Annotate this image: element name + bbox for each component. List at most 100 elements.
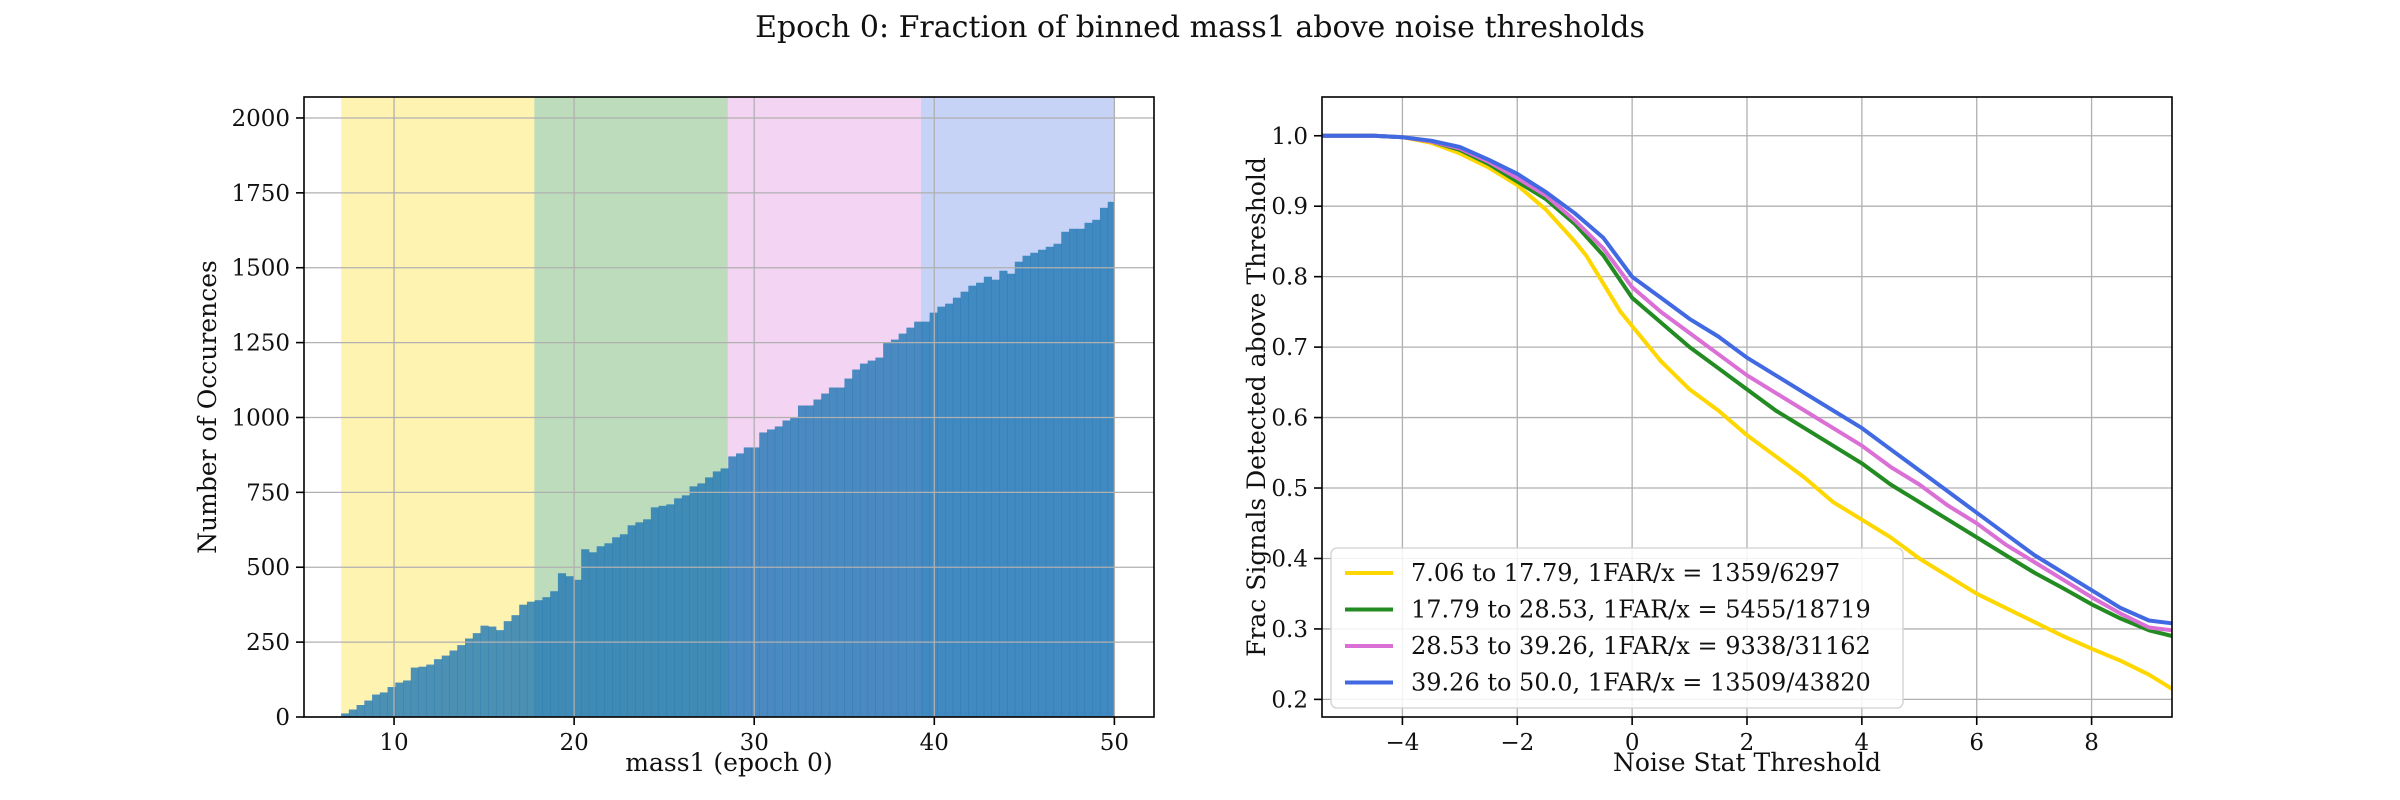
series-line-4: [1322, 133, 2173, 626]
histogram-bar: [488, 626, 497, 717]
histogram-bar: [728, 456, 737, 717]
histogram-bar: [472, 633, 481, 717]
histogram-bar: [1053, 243, 1062, 717]
x-tick-label: −4: [1385, 730, 1419, 756]
histogram-bar: [821, 393, 830, 717]
histogram-bar: [441, 655, 450, 717]
x-axis-label: mass1 (epoch 0): [625, 748, 832, 777]
histogram-bar: [542, 597, 551, 717]
x-tick-label: 0: [1625, 730, 1640, 756]
histogram-bar: [1045, 246, 1054, 717]
mass-band-1: [341, 97, 535, 717]
y-tick-label: 1000: [231, 405, 290, 431]
histogram-bar: [581, 549, 590, 717]
histogram-bar: [348, 709, 357, 717]
histogram-bar: [859, 363, 869, 717]
histogram-bar: [828, 387, 838, 717]
histogram-bar: [627, 525, 636, 717]
histogram-bar: [503, 621, 512, 717]
histogram-bar: [1084, 222, 1093, 717]
legend-box: [1330, 547, 1904, 709]
plot-frame: [1321, 96, 2173, 718]
histogram-bar: [534, 600, 543, 717]
histogram-bar: [666, 504, 675, 717]
x-tick-label: −2: [1500, 730, 1534, 756]
histogram-bar: [364, 700, 373, 717]
histogram-bar: [464, 638, 474, 717]
y-tick-label: 500: [246, 555, 290, 581]
legend-label: 39.26 to 50.0, 1FAR/x = 13509/43820: [1411, 669, 1871, 697]
histogram-bar: [759, 432, 768, 717]
histogram-bar: [480, 625, 489, 717]
histogram-bar: [976, 282, 985, 717]
x-tick-label: 2: [1740, 730, 1755, 756]
y-tick-label: 0.6: [1271, 406, 1308, 432]
histogram-bar: [689, 486, 698, 717]
histogram-bar: [805, 405, 814, 717]
histogram-bar: [751, 447, 760, 717]
histogram-bar: [898, 333, 907, 717]
histogram-bar: [410, 667, 419, 717]
legend-label: 17.79 to 28.53, 1FAR/x = 5455/18719: [1411, 596, 1871, 624]
y-tick-label: 750: [246, 480, 290, 506]
x-tick-label: 40: [920, 730, 949, 756]
histogram-bar: [952, 297, 961, 717]
histogram-bar: [1007, 273, 1016, 717]
histogram-bar: [1022, 255, 1031, 717]
histogram-bar: [565, 576, 574, 717]
histogram-bar: [1014, 261, 1023, 717]
y-axis-label: Number of Occurences: [193, 260, 222, 554]
histogram-bar: [1107, 201, 1115, 717]
y-tick-label: 1.0: [1271, 124, 1308, 150]
y-tick-label: 250: [246, 630, 290, 656]
x-tick-label: 50: [1100, 730, 1129, 756]
histogram-bar: [1076, 228, 1085, 717]
histogram-bar: [387, 687, 396, 717]
histogram-bar: [418, 666, 427, 717]
histogram-bar: [457, 645, 466, 717]
histogram-bar: [945, 303, 954, 717]
histogram-bar: [573, 579, 582, 717]
histogram-bar: [1092, 219, 1101, 717]
histogram-bar: [968, 285, 977, 717]
histogram-bar: [1099, 207, 1109, 717]
legend: 7.06 to 17.79, 1FAR/x = 1359/6297 17.79 t…: [1330, 547, 1904, 709]
legend-label: 7.06 to 17.79, 1FAR/x = 1359/6297: [1411, 559, 1840, 587]
histogram-bar: [643, 519, 652, 717]
histogram-bar: [852, 369, 861, 717]
histogram-bar: [596, 546, 605, 717]
histogram-bar: [372, 694, 381, 717]
histogram-bar: [875, 357, 884, 717]
histogram-bar: [519, 604, 528, 717]
histogram-bar: [341, 713, 350, 717]
series-line-1: [1322, 133, 2174, 691]
y-tick-label: 0.5: [1271, 476, 1308, 502]
y-tick-label: 0.8: [1271, 265, 1308, 291]
histogram-bar: [356, 705, 365, 717]
histogram-bar: [813, 399, 822, 717]
y-tick-label: 1250: [231, 331, 290, 357]
histogram-bar: [960, 291, 969, 717]
x-tick-label: 6: [1969, 730, 1984, 756]
y-tick-label: 0.3: [1271, 617, 1308, 643]
y-axis-label: Frac Signals Detected above Threshold: [1242, 157, 1271, 657]
histogram-bar: [705, 477, 714, 717]
y-tick-label: 0.4: [1271, 546, 1308, 572]
histogram-bar: [697, 483, 706, 717]
legend-label: 28.53 to 39.26, 1FAR/x = 9338/31162: [1411, 632, 1871, 660]
histogram-bar: [999, 270, 1008, 717]
histogram-bar: [526, 601, 536, 717]
histogram-bar: [681, 495, 690, 717]
figure-title: Epoch 0: Fraction of binned mass1 above …: [755, 10, 1645, 45]
x-tick-label: 30: [740, 730, 769, 756]
histogram-bar: [588, 552, 598, 717]
histogram-bar: [650, 507, 659, 717]
y-tick-label: 0.9: [1271, 194, 1308, 220]
histogram-bar: [426, 664, 435, 717]
histogram-bar: [914, 321, 923, 717]
x-tick-label: 20: [559, 730, 588, 756]
x-axis-label: Noise Stat Threshold: [1613, 748, 1881, 777]
histogram-bar: [1038, 249, 1047, 718]
histogram-bar: [766, 429, 776, 717]
